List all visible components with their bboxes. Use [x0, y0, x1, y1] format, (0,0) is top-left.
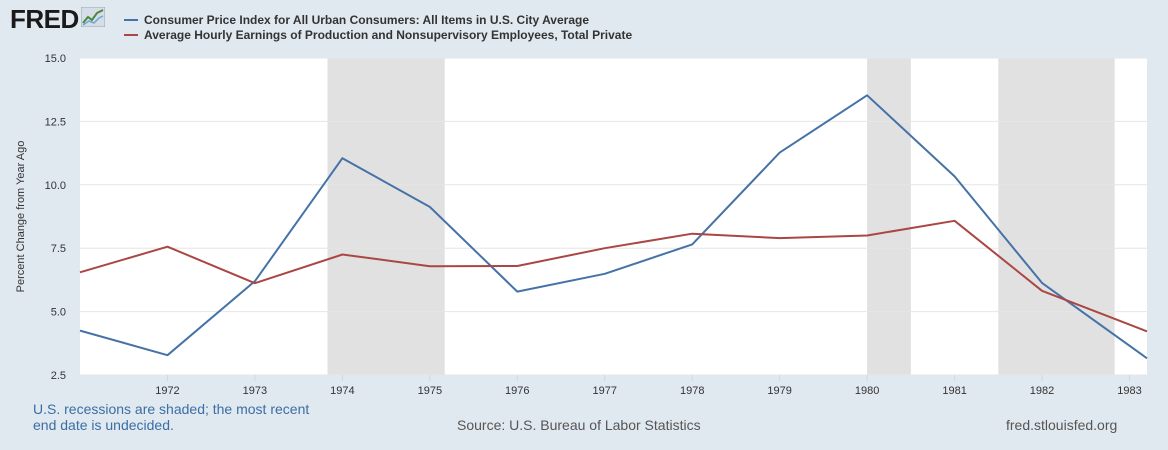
x-tick-label-10: 1982: [1030, 385, 1054, 397]
recession-band-0: [327, 58, 445, 375]
legend-swatch-cpi: [124, 18, 138, 21]
y-tick-label-5: 15.0: [45, 53, 66, 65]
legend-label-earnings: Average Hourly Earnings of Production an…: [144, 27, 633, 42]
x-tick-label-6: 1978: [680, 385, 704, 397]
x-tick-label-11: 1983: [1117, 385, 1141, 397]
legend-item-cpi[interactable]: Consumer Price Index for All Urban Consu…: [124, 12, 632, 27]
legend-label-cpi: Consumer Price Index for All Urban Consu…: [144, 12, 589, 27]
source-text: Source: U.S. Bureau of Labor Statistics: [457, 417, 701, 433]
y-axis-label: Percent Change from Year Ago: [15, 141, 27, 293]
x-tick-label-8: 1980: [855, 385, 879, 397]
chart-legend: Consumer Price Index for All Urban Consu…: [124, 12, 632, 42]
x-tick-label-3: 1975: [418, 385, 442, 397]
x-tick-label-4: 1976: [505, 385, 529, 397]
x-tick-label-7: 1979: [767, 385, 791, 397]
series-line-1: [79, 219, 1148, 333]
y-tick-label-3: 10.0: [45, 180, 66, 192]
series-line-0: [79, 94, 1148, 360]
fred-url-link[interactable]: fred.stlouisfed.org: [1006, 417, 1118, 433]
y-tick-label-2: 7.5: [51, 243, 66, 255]
recession-band-1: [867, 58, 911, 375]
x-tick-label-1: 1973: [243, 385, 267, 397]
recession-band-2: [998, 58, 1115, 375]
legend-item-earnings[interactable]: Average Hourly Earnings of Production an…: [124, 27, 632, 42]
x-tick-label-0: 1972: [155, 385, 179, 397]
fred-logo-text: FRED: [10, 4, 79, 34]
y-tick-label-1: 5.0: [51, 307, 66, 319]
plot-background: [80, 58, 1147, 375]
x-tick-label-2: 1974: [330, 385, 354, 397]
x-tick-label-9: 1981: [942, 385, 966, 397]
recession-note: U.S. recessions are shaded; the most rec…: [33, 401, 310, 433]
x-tick-label-5: 1977: [593, 385, 617, 397]
y-tick-label-0: 2.5: [51, 370, 66, 382]
y-tick-label-4: 12.5: [45, 116, 66, 128]
legend-swatch-earnings: [124, 33, 138, 36]
